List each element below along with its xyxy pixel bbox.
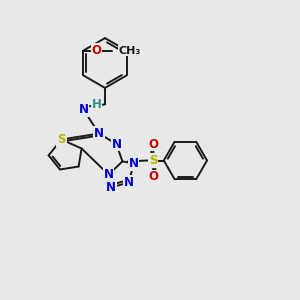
Text: N: N [103, 168, 114, 181]
Text: N: N [78, 103, 88, 116]
Text: CH₃: CH₃ [118, 46, 140, 56]
Text: S: S [57, 133, 66, 146]
Text: N: N [94, 127, 104, 140]
Text: N: N [124, 176, 134, 189]
Text: N: N [106, 181, 116, 194]
Text: N: N [128, 157, 139, 170]
Text: S: S [149, 154, 157, 167]
Text: N: N [111, 137, 122, 151]
Text: O: O [148, 137, 159, 151]
Text: O: O [92, 44, 102, 57]
Text: O: O [148, 170, 159, 184]
Text: H: H [92, 98, 101, 111]
